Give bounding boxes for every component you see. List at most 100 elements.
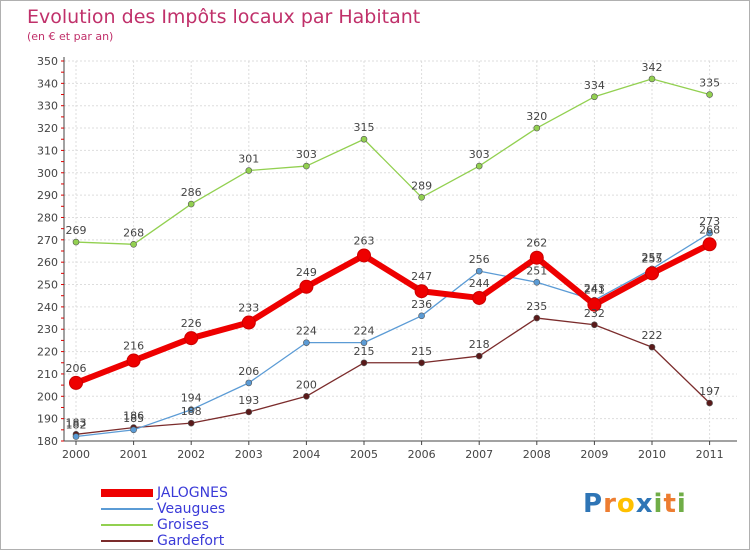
data-label: 197: [699, 385, 720, 398]
data-point: [648, 75, 656, 83]
legend-label: Gardefort: [157, 533, 225, 549]
x-tick-label: 2009: [580, 448, 608, 461]
data-point: [360, 135, 368, 143]
data-point: [706, 229, 713, 237]
data-label: 194: [181, 392, 202, 405]
x-tick-label: 2006: [408, 448, 436, 461]
proxiti-logo: Proxiti: [583, 489, 687, 519]
y-tick-label: 240: [37, 301, 58, 314]
data-point: [706, 91, 713, 98]
y-tick-label: 210: [37, 368, 58, 381]
legend-label: Groises: [157, 517, 209, 533]
data-point: [475, 267, 483, 275]
y-tick-label: 200: [37, 390, 58, 403]
y-tick-label: 260: [37, 256, 58, 269]
y-tick-label: 270: [37, 234, 58, 247]
data-point: [69, 375, 83, 390]
data-label: 251: [526, 264, 547, 277]
data-point: [184, 331, 199, 346]
x-tick-label: 2003: [235, 448, 263, 461]
data-label: 236: [411, 298, 432, 311]
data-point: [645, 266, 659, 281]
data-point: [472, 290, 487, 305]
data-label: 193: [238, 394, 259, 407]
x-tick-label: 2008: [523, 448, 551, 461]
data-label: 224: [354, 325, 375, 338]
data-point: [245, 379, 253, 387]
data-point: [475, 162, 483, 170]
logo-letter: x: [635, 489, 654, 519]
data-point: [72, 433, 80, 440]
series-line-groises: [75, 78, 710, 245]
data-point: [187, 406, 195, 414]
data-label: 185: [123, 412, 144, 425]
data-label: 301: [238, 153, 259, 166]
data-label: 186: [123, 410, 144, 423]
data-point: [303, 392, 310, 400]
legend-swatch: [101, 489, 153, 497]
logo-letter: i: [676, 489, 687, 519]
data-point: [475, 352, 483, 360]
legend-item: Groises: [101, 517, 228, 533]
data-label: 200: [296, 378, 317, 391]
legend-item: JALOGNES: [101, 485, 228, 501]
data-label: 289: [411, 179, 432, 192]
data-label: 268: [699, 223, 720, 236]
data-label: 241: [584, 284, 605, 297]
data-point: [418, 312, 425, 320]
data-label: 232: [584, 307, 605, 320]
data-label: 224: [296, 325, 317, 338]
data-label: 215: [354, 345, 375, 358]
logo-letter: i: [653, 489, 664, 519]
data-label: 218: [469, 338, 490, 351]
legend-label: JALOGNES: [157, 485, 228, 501]
data-point: [126, 353, 141, 368]
data-label: 303: [469, 148, 490, 161]
data-label: 244: [469, 277, 490, 290]
series-line-gardefort: [75, 317, 711, 435]
y-tick-label: 220: [37, 346, 58, 359]
data-point: [130, 426, 137, 434]
y-tick-label: 340: [37, 77, 58, 90]
data-point: [303, 162, 310, 170]
logo-letter: r: [603, 489, 617, 519]
data-label: 315: [354, 121, 375, 134]
data-label: 256: [469, 253, 490, 266]
y-tick-label: 290: [37, 189, 58, 202]
logo-letter: o: [616, 489, 636, 519]
data-point: [245, 167, 253, 174]
data-label: 255: [642, 252, 663, 265]
data-label: 215: [411, 345, 432, 358]
y-tick-label: 180: [37, 435, 58, 448]
data-label: 269: [66, 224, 87, 237]
data-label: 257: [642, 251, 663, 264]
data-point: [360, 339, 368, 346]
data-label: 226: [181, 317, 202, 330]
y-tick-label: 300: [37, 167, 58, 180]
chart-subtitle: (en € et par an): [27, 30, 114, 43]
data-label: 273: [699, 215, 720, 228]
x-tick-label: 2000: [62, 448, 90, 461]
data-label: 233: [238, 302, 259, 315]
series-line-veaugues: [75, 232, 710, 438]
legend-item: Veaugues: [101, 501, 228, 517]
y-tick-label: 350: [37, 55, 58, 68]
series-line-jalognes: [74, 241, 711, 386]
data-label: 222: [642, 329, 663, 342]
y-tick-label: 280: [37, 211, 58, 224]
data-label: 247: [411, 270, 432, 283]
data-label: 263: [354, 234, 375, 247]
y-tick-label: 330: [37, 100, 58, 113]
data-label: 335: [699, 77, 720, 90]
data-label: 235: [526, 300, 547, 313]
data-point: [706, 399, 713, 407]
data-point: [245, 408, 253, 416]
x-tick-label: 2010: [638, 448, 666, 461]
data-point: [241, 315, 256, 330]
data-point: [529, 250, 544, 265]
data-label: 249: [296, 266, 317, 279]
data-point: [591, 321, 598, 329]
x-tick-label: 2002: [177, 448, 205, 461]
legend-label: Veaugues: [157, 501, 226, 517]
